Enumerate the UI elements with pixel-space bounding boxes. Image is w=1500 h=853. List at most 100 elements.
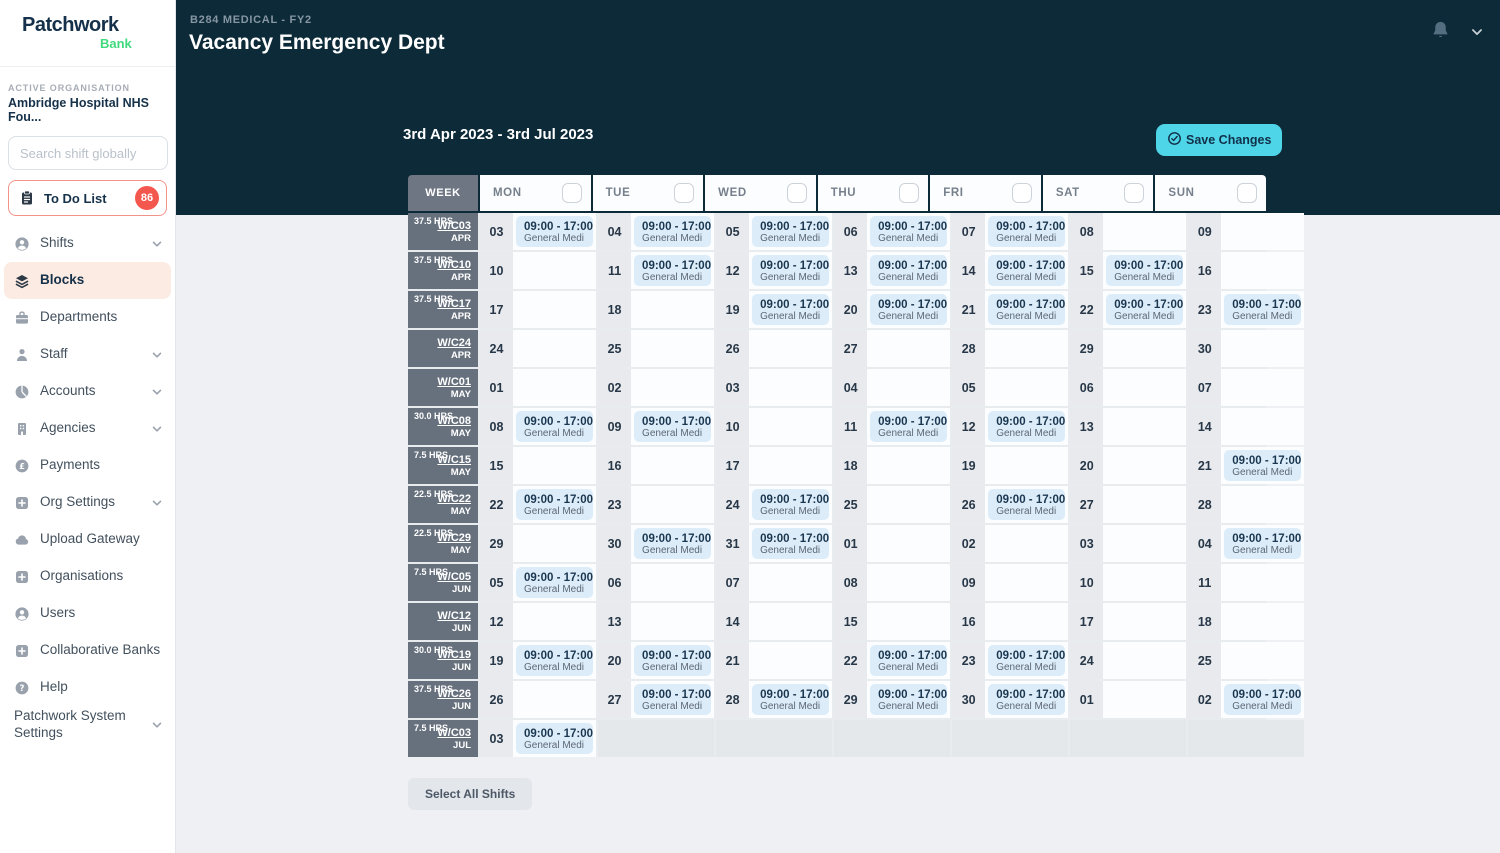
bell-icon[interactable] [1429, 19, 1452, 47]
week-link[interactable]: W/C19 [437, 648, 471, 661]
week-cell[interactable]: 37.5 HRS W/C17 APR [408, 291, 478, 328]
week-link[interactable]: W/C03 [437, 219, 471, 232]
week-link[interactable]: W/C17 [437, 297, 471, 310]
day-cell[interactable]: 09 [952, 564, 1069, 601]
shift-chip[interactable]: 09:00 - 17:00 General Medi [516, 216, 594, 247]
day-cell[interactable]: 18 [834, 447, 951, 484]
sidebar-item-blocks[interactable]: Blocks [4, 262, 171, 299]
save-changes-button[interactable]: Save Changes [1156, 124, 1283, 156]
day-cell[interactable]: 01 [1070, 681, 1187, 718]
day-cell[interactable]: 25 [1188, 642, 1305, 679]
sidebar-item-agencies[interactable]: Agencies [0, 410, 175, 447]
shift-chip[interactable]: 09:00 - 17:00 General Medi [752, 216, 830, 247]
day-select-checkbox[interactable] [786, 183, 807, 203]
week-cell[interactable]: W/C12 JUN [408, 603, 478, 640]
shift-chip[interactable]: 09:00 - 17:00 General Medi [634, 645, 712, 676]
shift-chip[interactable]: 09:00 - 17:00 General Medi [988, 411, 1066, 442]
sidebar-item-to-do-list[interactable]: To Do List 86 [8, 180, 167, 216]
shift-chip[interactable]: 09:00 - 17:00 General Medi [1106, 255, 1184, 286]
day-cell[interactable]: 26 [716, 330, 833, 367]
day-cell[interactable]: 11 09:00 - 17:00 General Medi [834, 408, 951, 445]
day-cell[interactable]: 06 [598, 564, 715, 601]
day-cell[interactable]: 17 [1070, 603, 1187, 640]
day-cell[interactable]: 24 [1070, 642, 1187, 679]
day-cell[interactable]: 23 09:00 - 17:00 General Medi [1188, 291, 1305, 328]
week-link[interactable]: W/C12 [437, 609, 471, 622]
day-cell[interactable]: 27 [834, 330, 951, 367]
day-cell[interactable]: 13 [598, 603, 715, 640]
day-cell[interactable]: 29 [1070, 330, 1187, 367]
day-cell[interactable]: 27 09:00 - 17:00 General Medi [598, 681, 715, 718]
day-cell[interactable]: 30 09:00 - 17:00 General Medi [598, 525, 715, 562]
week-link[interactable]: W/C05 [437, 570, 471, 583]
day-cell[interactable]: 12 09:00 - 17:00 General Medi [716, 252, 833, 289]
week-link[interactable]: W/C03 [437, 726, 471, 739]
week-cell[interactable]: 30.0 HRS W/C19 JUN [408, 642, 478, 679]
day-cell[interactable]: 20 09:00 - 17:00 General Medi [598, 642, 715, 679]
week-link[interactable]: W/C22 [437, 492, 471, 505]
day-cell[interactable]: 15 09:00 - 17:00 General Medi [1070, 252, 1187, 289]
day-cell[interactable]: 04 09:00 - 17:00 General Medi [598, 213, 715, 250]
day-cell[interactable]: 08 09:00 - 17:00 General Medi [480, 408, 597, 445]
day-cell[interactable]: 09 09:00 - 17:00 General Medi [598, 408, 715, 445]
shift-chip[interactable]: 09:00 - 17:00 General Medi [988, 645, 1066, 676]
day-cell[interactable]: 25 [834, 486, 951, 523]
week-cell[interactable]: 7.5 HRS W/C05 JUN [408, 564, 478, 601]
shift-chip[interactable]: 09:00 - 17:00 General Medi [870, 411, 948, 442]
day-cell[interactable]: 22 09:00 - 17:00 General Medi [834, 642, 951, 679]
day-cell[interactable]: 07 [1188, 369, 1305, 406]
day-cell[interactable]: 10 [1070, 564, 1187, 601]
shift-chip[interactable]: 09:00 - 17:00 General Medi [752, 489, 830, 520]
shift-chip[interactable]: 09:00 - 17:00 General Medi [1224, 528, 1302, 559]
week-cell[interactable]: 22.5 HRS W/C22 MAY [408, 486, 478, 523]
day-cell[interactable]: 01 [480, 369, 597, 406]
day-cell[interactable]: 28 [952, 330, 1069, 367]
day-cell[interactable]: 28 [1188, 486, 1305, 523]
shift-chip[interactable]: 09:00 - 17:00 General Medi [516, 723, 594, 754]
day-select-checkbox[interactable] [1236, 183, 1257, 203]
day-cell[interactable]: 04 09:00 - 17:00 General Medi [1188, 525, 1305, 562]
shift-chip[interactable]: 09:00 - 17:00 General Medi [634, 255, 712, 286]
shift-chip[interactable]: 09:00 - 17:00 General Medi [870, 684, 948, 715]
week-link[interactable]: W/C10 [437, 258, 471, 271]
day-cell[interactable]: 02 [952, 525, 1069, 562]
shift-chip[interactable]: 09:00 - 17:00 General Medi [988, 489, 1066, 520]
week-cell[interactable]: 37.5 HRS W/C03 APR [408, 213, 478, 250]
shift-chip[interactable]: 09:00 - 17:00 General Medi [1224, 450, 1302, 481]
day-cell[interactable]: 17 [480, 291, 597, 328]
shift-chip[interactable]: 09:00 - 17:00 General Medi [988, 255, 1066, 286]
day-cell[interactable]: 06 09:00 - 17:00 General Medi [834, 213, 951, 250]
day-cell[interactable]: 24 09:00 - 17:00 General Medi [716, 486, 833, 523]
shift-chip[interactable]: 09:00 - 17:00 General Medi [1224, 684, 1302, 715]
sidebar-item-help[interactable]: ? Help [0, 669, 175, 706]
day-cell[interactable]: 13 [1070, 408, 1187, 445]
shift-chip[interactable]: 09:00 - 17:00 General Medi [988, 684, 1066, 715]
day-cell[interactable]: 24 [480, 330, 597, 367]
day-cell[interactable]: 11 09:00 - 17:00 General Medi [598, 252, 715, 289]
sidebar-item-organisations[interactable]: Organisations [0, 558, 175, 595]
day-cell[interactable]: 25 [598, 330, 715, 367]
shift-chip[interactable]: 09:00 - 17:00 General Medi [1106, 294, 1184, 325]
shift-chip[interactable]: 09:00 - 17:00 General Medi [634, 684, 712, 715]
select-all-shifts-button[interactable]: Select All Shifts [408, 778, 533, 810]
day-cell[interactable]: 20 [1070, 447, 1187, 484]
week-cell[interactable]: 37.5 HRS W/C10 APR [408, 252, 478, 289]
day-cell[interactable]: 29 [480, 525, 597, 562]
day-cell[interactable]: 13 09:00 - 17:00 General Medi [834, 252, 951, 289]
shift-chip[interactable]: 09:00 - 17:00 General Medi [516, 645, 594, 676]
day-cell[interactable]: 26 [480, 681, 597, 718]
shift-chip[interactable]: 09:00 - 17:00 General Medi [516, 567, 594, 598]
sidebar-item-org-settings[interactable]: Org Settings [0, 484, 175, 521]
day-cell[interactable]: 14 [1188, 408, 1305, 445]
day-cell[interactable]: 14 09:00 - 17:00 General Medi [952, 252, 1069, 289]
day-cell[interactable]: 06 [1070, 369, 1187, 406]
day-cell[interactable]: 22 09:00 - 17:00 General Medi [1070, 291, 1187, 328]
shift-chip[interactable]: 09:00 - 17:00 General Medi [516, 489, 594, 520]
day-cell[interactable]: 16 [952, 603, 1069, 640]
day-select-checkbox[interactable] [674, 183, 695, 203]
day-cell[interactable]: 09 [1188, 213, 1305, 250]
day-cell[interactable]: 21 09:00 - 17:00 General Medi [1188, 447, 1305, 484]
day-cell[interactable]: 10 [480, 252, 597, 289]
day-cell[interactable]: 08 [1070, 213, 1187, 250]
global-shift-search-input[interactable] [8, 136, 168, 170]
